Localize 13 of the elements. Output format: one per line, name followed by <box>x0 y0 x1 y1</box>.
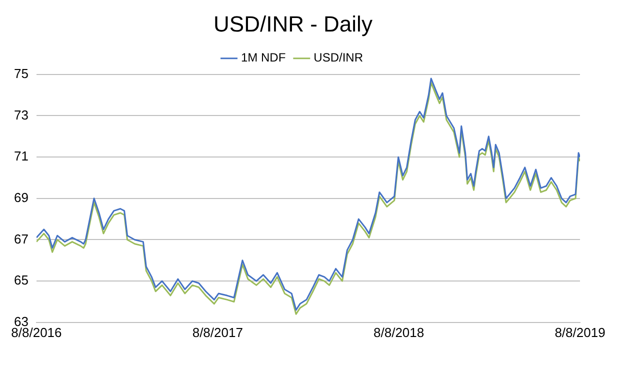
y-tick-label: 63 <box>14 314 28 329</box>
y-tick-label: 69 <box>14 190 28 205</box>
legend-label: USD/INR <box>314 50 364 65</box>
y-tick-label: 75 <box>14 66 28 81</box>
x-tick-label: 8/8/2019 <box>554 324 606 340</box>
x-tick-label: 8/8/2017 <box>192 324 243 340</box>
chart-title: USD/INR - Daily <box>214 11 372 36</box>
y-tick-label: 71 <box>14 148 28 164</box>
legend-label: 1M NDF <box>241 50 286 65</box>
y-tick-label: 65 <box>14 272 28 288</box>
x-tick-label: 8/8/2018 <box>374 324 424 340</box>
y-tick-label: 73 <box>14 107 28 122</box>
y-tick-label: 67 <box>14 231 28 246</box>
